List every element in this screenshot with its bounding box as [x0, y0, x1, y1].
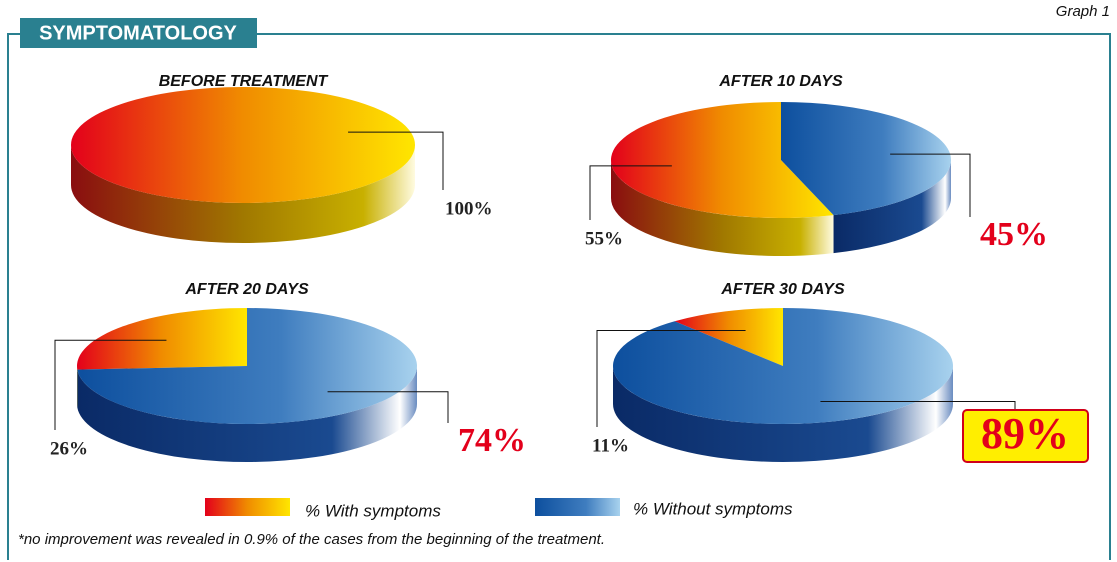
footnote: *no improvement was revealed in 0.9% of … — [18, 531, 605, 548]
slice-side — [613, 366, 953, 462]
value-label: 100% — [445, 198, 493, 219]
slice-side — [833, 160, 951, 254]
pie-title: AFTER 30 DAYS — [720, 281, 845, 298]
slice — [76, 308, 247, 370]
slice — [71, 87, 415, 203]
slice — [781, 102, 951, 216]
title-tab — [20, 18, 257, 48]
pie — [613, 308, 954, 462]
slice-side — [611, 160, 834, 257]
legend-label: % With symptoms — [305, 501, 441, 520]
value-label: 26% — [50, 438, 88, 459]
value-label: 55% — [585, 228, 623, 249]
legend-label: % Without symptoms — [633, 499, 793, 518]
pie-title: BEFORE TREATMENT — [159, 73, 329, 90]
leader-line — [596, 330, 746, 427]
slice — [77, 308, 417, 424]
leader-line — [589, 165, 672, 220]
legend-swatch — [205, 498, 290, 516]
pie — [611, 102, 951, 257]
slice — [611, 102, 834, 219]
value-label: 89% — [981, 409, 1069, 458]
page-title: SYMPTOMATOLOGY — [39, 22, 237, 44]
leader-line — [54, 339, 167, 430]
pie — [71, 87, 415, 243]
pie-title: AFTER 10 DAYS — [718, 73, 843, 90]
value-label: 74% — [458, 422, 526, 459]
leader-line — [348, 131, 444, 190]
value-label: 45% — [980, 216, 1048, 253]
leader-line — [890, 153, 971, 217]
slice-side — [71, 145, 415, 243]
pie — [76, 308, 418, 462]
slice — [674, 308, 783, 366]
highlight-box — [962, 409, 1089, 463]
slice — [613, 308, 954, 424]
legend-swatch — [535, 498, 620, 516]
graph-label: Graph 1 — [1056, 3, 1110, 20]
leader-line — [327, 391, 449, 423]
value-label: 11% — [592, 435, 629, 456]
slice-side — [77, 366, 418, 462]
pie-title: AFTER 20 DAYS — [184, 281, 309, 298]
